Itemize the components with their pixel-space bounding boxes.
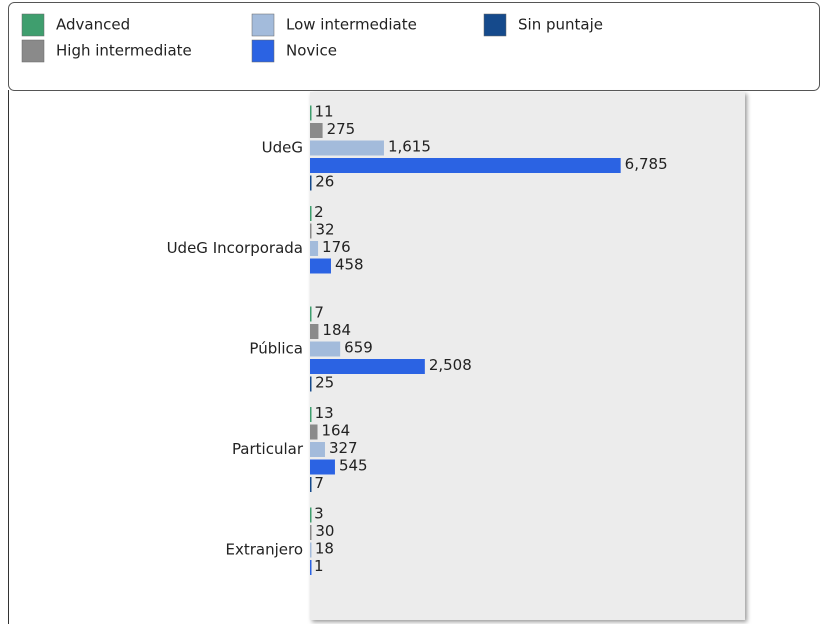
bar [310,542,312,558]
bar [310,324,319,339]
legend-label: Sin puntaje [518,16,603,34]
bar [310,123,323,138]
legend-swatch [251,13,275,37]
data-label: 25 [315,374,334,392]
bar [310,507,312,523]
bar [310,105,312,121]
data-label: 11 [315,103,334,121]
legend-swatch [483,13,507,37]
legend-label: Advanced [56,16,130,34]
data-label: 545 [339,457,368,475]
category-label: UdeG [262,139,303,157]
bar [310,258,331,274]
data-label: 13 [315,404,334,422]
category-label: Pública [249,340,303,358]
category-label: UdeG Incorporada [167,239,303,257]
data-label: 164 [322,422,351,440]
data-label: 327 [329,439,358,457]
bar [310,376,312,392]
legend-swatch [251,39,275,63]
data-label: 7 [314,474,324,492]
bar [310,241,319,256]
bar [310,424,318,440]
legend-swatch [21,39,45,63]
bar [310,306,312,322]
data-label: 2 [314,203,324,221]
plot-area [310,92,745,620]
data-label: 6,785 [625,155,668,173]
legend-swatch [21,13,45,37]
bar [310,206,312,221]
bar [310,442,325,457]
bar [310,459,335,475]
data-label: 32 [315,221,334,239]
bar [310,175,312,191]
data-label: 18 [315,540,334,558]
data-label: 7 [314,304,324,322]
legend-label: Novice [286,42,337,60]
data-label: 3 [314,505,324,523]
bar [310,359,425,374]
data-label: 1 [314,557,324,575]
data-label: 458 [335,256,364,274]
data-label: 30 [315,522,334,540]
data-label: 1,615 [388,138,431,156]
bar [310,525,312,540]
category-label: Particular [232,440,304,458]
data-label: 184 [322,321,351,339]
bar [310,140,384,156]
bar [310,407,312,422]
bar [310,158,621,173]
legend-label: Low intermediate [286,16,417,34]
data-label: 659 [344,339,373,357]
bar [310,477,312,492]
bar [310,560,312,575]
bar [310,341,341,357]
data-label: 26 [315,173,334,191]
legend-box [8,2,820,91]
bar [310,223,312,239]
data-label: 275 [327,120,356,138]
category-label: Extranjero [225,541,303,559]
data-label: 176 [322,238,351,256]
legend-label: High intermediate [56,42,192,60]
data-label: 2,508 [429,356,472,374]
